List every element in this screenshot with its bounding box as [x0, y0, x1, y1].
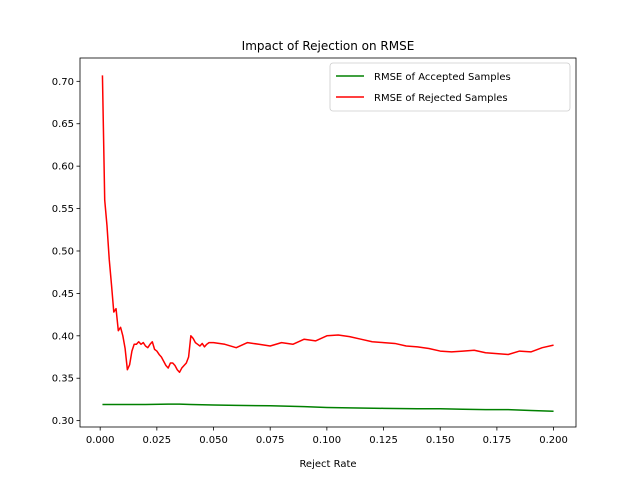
x-tick-label: 0.000 — [86, 435, 115, 446]
x-tick-label: 0.150 — [426, 435, 455, 446]
legend-label: RMSE of Rejected Samples — [374, 93, 508, 104]
y-tick-label: 0.55 — [52, 204, 74, 215]
x-tick-label: 0.050 — [199, 435, 228, 446]
x-tick-label: 0.075 — [256, 435, 285, 446]
x-tick-label: 0.125 — [369, 435, 398, 446]
y-tick-label: 0.70 — [52, 77, 74, 88]
x-tick-label: 0.175 — [483, 435, 512, 446]
y-tick-label: 0.30 — [52, 416, 74, 427]
legend-label: RMSE of Accepted Samples — [374, 72, 511, 83]
series-line-rejected — [101, 75, 554, 374]
x-axis-label: Reject Rate — [299, 459, 356, 470]
axes: 0.000 0.025 0.050 0.075 0.100 0.125 0.150 0.175… — [52, 57, 577, 446]
plot-frame — [79, 57, 577, 428]
series-line-accepted — [102, 403, 554, 413]
y-tick-label: 0.65 — [52, 119, 74, 130]
x-tick-label: 0.200 — [539, 435, 568, 446]
plot-area — [101, 75, 554, 413]
legend-box — [329, 62, 571, 112]
x-tick-label: 0.025 — [143, 435, 172, 446]
y-tick-label: 0.60 — [52, 162, 74, 173]
legend: RMSE of Accepted Samples RMSE of Rejected… — [329, 62, 571, 112]
x-tick-label: 0.100 — [313, 435, 342, 446]
y-tick-label: 0.45 — [52, 289, 74, 300]
y-tick-label: 0.50 — [52, 246, 74, 257]
chart-title: Impact of Rejection on RMSE — [242, 39, 415, 53]
y-tick-label: 0.35 — [52, 374, 74, 385]
y-tick-label: 0.40 — [52, 331, 74, 342]
